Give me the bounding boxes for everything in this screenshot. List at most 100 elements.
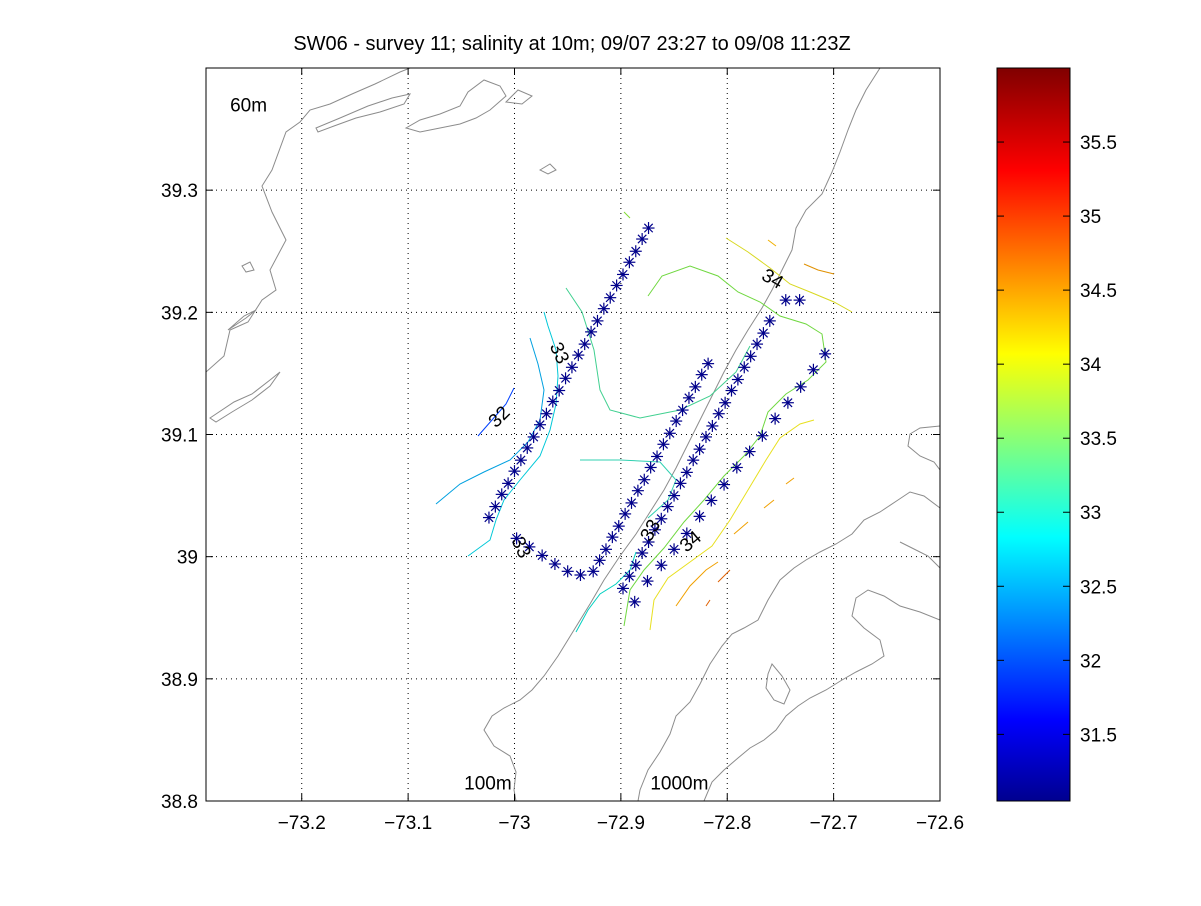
station-marker (693, 510, 706, 523)
station-marker (642, 536, 655, 549)
station-marker (644, 461, 657, 474)
station-marker (641, 575, 654, 588)
station-marker (559, 372, 572, 385)
grid (206, 68, 940, 801)
station-marker (661, 500, 674, 513)
contour-32 (477, 387, 515, 437)
colorbar-tick-label: 32.5 (1080, 577, 1117, 598)
station-marker (495, 488, 508, 501)
station-marker (705, 494, 718, 507)
station-markers (482, 222, 832, 608)
depth-label: 60m (230, 96, 267, 117)
isobath-deep-4 (899, 541, 940, 569)
station-marker (572, 349, 585, 362)
station-marker (699, 430, 712, 443)
station-marker (591, 314, 604, 327)
contour-34-north (725, 237, 853, 313)
station-marker (599, 543, 612, 556)
station-marker (725, 384, 738, 397)
isobath-shelfbreak (483, 68, 881, 801)
station-marker (680, 466, 693, 479)
station-marker (574, 568, 587, 581)
station-marker (794, 380, 807, 393)
x-tick-label: −73.2 (278, 813, 326, 834)
isobath-60m-inlet (227, 309, 257, 331)
station-marker (610, 279, 623, 292)
station-marker (546, 395, 559, 408)
station-marker (523, 540, 536, 553)
station-marker (743, 445, 756, 458)
station-marker (682, 391, 695, 404)
colorbar-tick-label: 33 (1080, 503, 1101, 524)
station-marker (636, 233, 649, 246)
station-marker (612, 520, 625, 533)
station-marker (604, 291, 617, 304)
station-marker (712, 407, 725, 420)
x-tick-label: −73 (498, 813, 530, 834)
station-marker (629, 559, 642, 572)
station-marker (730, 461, 743, 474)
y-tick-label: 39.3 (161, 181, 198, 202)
station-marker (693, 443, 706, 456)
station-marker (527, 430, 540, 443)
station-marker (668, 489, 681, 502)
x-tick-label: −72.8 (703, 813, 751, 834)
isobath-1000m (907, 425, 940, 471)
station-marker (587, 565, 600, 578)
station-marker (521, 441, 534, 454)
station-marker (651, 450, 664, 463)
station-marker (657, 438, 670, 451)
station-marker (655, 512, 668, 525)
station-marker (648, 523, 661, 536)
contour-32-8 (467, 311, 559, 557)
station-marker (680, 527, 693, 540)
depth-label: 1000m (650, 774, 708, 795)
station-marker (502, 477, 515, 490)
station-marker (676, 404, 689, 417)
station-marker (779, 294, 792, 307)
station-marker (642, 222, 655, 235)
station-marker (548, 557, 561, 570)
station-marker (553, 384, 566, 397)
contour-32-5-a (435, 337, 545, 505)
station-marker (655, 559, 668, 572)
station-marker (757, 327, 770, 340)
station-marker (781, 396, 794, 409)
isobath-100m-island-2 (404, 79, 507, 133)
station-marker (687, 454, 700, 467)
station-marker (719, 396, 732, 409)
station-marker (628, 595, 641, 608)
isobath-100m-blob-2 (538, 163, 557, 175)
station-marker (514, 454, 527, 467)
station-marker (636, 547, 649, 560)
contour-33-south (575, 551, 637, 633)
station-marker (482, 511, 495, 524)
station-marker (756, 429, 769, 442)
station-marker (585, 325, 598, 338)
y-tick-label: 39.1 (161, 426, 198, 447)
station-marker (534, 418, 547, 431)
contour-34-5-f (785, 477, 795, 485)
colorbar-tick-label: 35.5 (1080, 133, 1117, 154)
station-marker (751, 338, 764, 351)
station-marker (510, 532, 523, 545)
bathymetry-contours (206, 68, 940, 801)
station-marker (638, 473, 651, 486)
station-marker (702, 357, 715, 370)
contour-34-south (649, 419, 815, 631)
isobath-60m (206, 68, 411, 373)
station-marker (731, 373, 744, 386)
colorbar-tick-label: 33.5 (1080, 429, 1117, 450)
contour-35-a (717, 569, 731, 583)
station-marker (623, 570, 636, 583)
y-tick-label: 39.2 (161, 303, 198, 324)
station-marker (593, 554, 606, 567)
contour-34-5-b (803, 263, 835, 275)
station-marker (565, 361, 578, 374)
station-marker (619, 507, 632, 520)
station-marker (744, 350, 757, 363)
station-marker (706, 419, 719, 432)
station-marker (738, 361, 751, 374)
